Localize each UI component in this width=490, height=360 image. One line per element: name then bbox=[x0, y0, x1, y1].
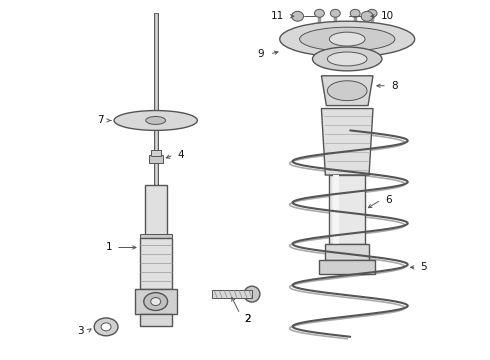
Ellipse shape bbox=[292, 11, 303, 21]
Text: 1: 1 bbox=[105, 243, 112, 252]
Text: 7: 7 bbox=[98, 116, 104, 126]
Polygon shape bbox=[321, 109, 373, 175]
Bar bbox=[333, 175, 339, 244]
Ellipse shape bbox=[329, 32, 365, 46]
Ellipse shape bbox=[114, 111, 197, 130]
Ellipse shape bbox=[367, 9, 377, 17]
Ellipse shape bbox=[146, 117, 166, 125]
Text: 4: 4 bbox=[177, 150, 184, 160]
Text: 8: 8 bbox=[391, 81, 397, 91]
Bar bbox=[151, 150, 161, 156]
Ellipse shape bbox=[101, 323, 111, 331]
Text: 3: 3 bbox=[77, 326, 84, 336]
Ellipse shape bbox=[144, 293, 168, 310]
Ellipse shape bbox=[299, 27, 395, 51]
Ellipse shape bbox=[330, 9, 340, 17]
Ellipse shape bbox=[151, 298, 161, 306]
Ellipse shape bbox=[327, 52, 367, 66]
Bar bbox=[140, 238, 171, 289]
Bar bbox=[325, 244, 369, 260]
Ellipse shape bbox=[350, 9, 360, 17]
Ellipse shape bbox=[327, 81, 367, 100]
Ellipse shape bbox=[94, 318, 118, 336]
Ellipse shape bbox=[315, 9, 324, 17]
Bar bbox=[212, 290, 252, 298]
Bar bbox=[140, 234, 171, 242]
Text: 9: 9 bbox=[257, 49, 264, 59]
Ellipse shape bbox=[244, 286, 260, 302]
Text: 6: 6 bbox=[385, 195, 392, 205]
Bar bbox=[135, 289, 176, 314]
Bar bbox=[149, 155, 163, 163]
Text: 10: 10 bbox=[381, 11, 394, 21]
Bar bbox=[319, 260, 375, 274]
Text: 2: 2 bbox=[244, 314, 250, 324]
Polygon shape bbox=[321, 76, 373, 105]
Bar bbox=[329, 175, 365, 244]
Ellipse shape bbox=[280, 21, 415, 57]
Bar bbox=[145, 185, 167, 238]
Text: 11: 11 bbox=[270, 11, 284, 21]
Bar bbox=[154, 13, 158, 185]
Text: 2: 2 bbox=[244, 314, 250, 324]
Ellipse shape bbox=[313, 47, 382, 71]
Text: 5: 5 bbox=[420, 262, 427, 272]
Ellipse shape bbox=[361, 11, 373, 21]
Bar bbox=[140, 314, 171, 326]
